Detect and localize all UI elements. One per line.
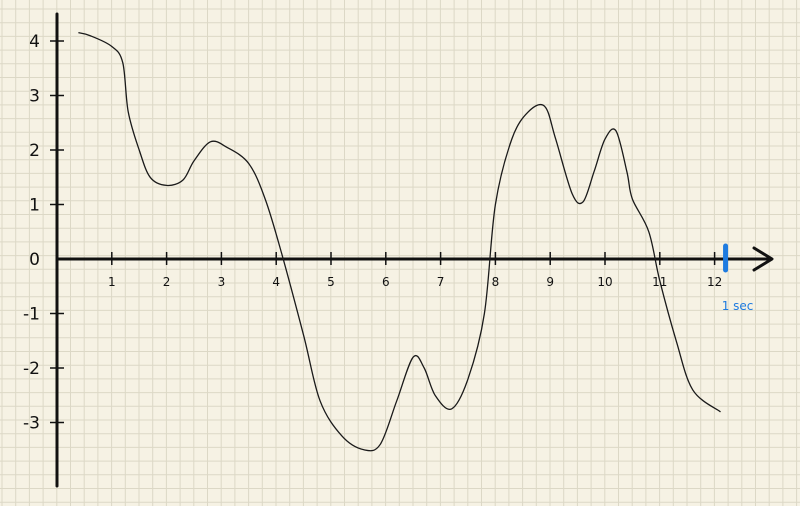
axes [55,12,774,488]
x-axis-arrowhead [752,246,774,272]
x-tick-label: 1 [108,275,116,289]
y-tick-label: 3 [29,87,40,107]
x-tick-label: 4 [272,275,280,289]
x-tick-label: 10 [597,275,612,289]
series-lines [78,32,721,452]
y-tick-label: -2 [23,359,40,379]
x-tick-label: 9 [546,275,554,289]
x-tick-label: 7 [437,275,445,289]
x-tick-label: 2 [163,275,171,289]
one-second-label: 1 sec [722,299,754,313]
x-tick-label: 8 [492,275,500,289]
tick-marks [50,40,716,424]
x-tick-label: 5 [327,275,335,289]
series-line [78,32,721,452]
y-tick-label: 0 [29,250,40,270]
annotations: 1 sec [722,243,754,313]
y-tick-label: 2 [29,141,40,161]
y-tick-label: 4 [29,32,40,52]
y-tick-label: -1 [23,305,40,325]
y-tick-label: 1 [29,196,40,216]
y-tick-label: -3 [23,414,40,434]
x-tick-label: 12 [707,275,722,289]
x-tick-label: 3 [218,275,226,289]
x-tick-label: 6 [382,275,390,289]
